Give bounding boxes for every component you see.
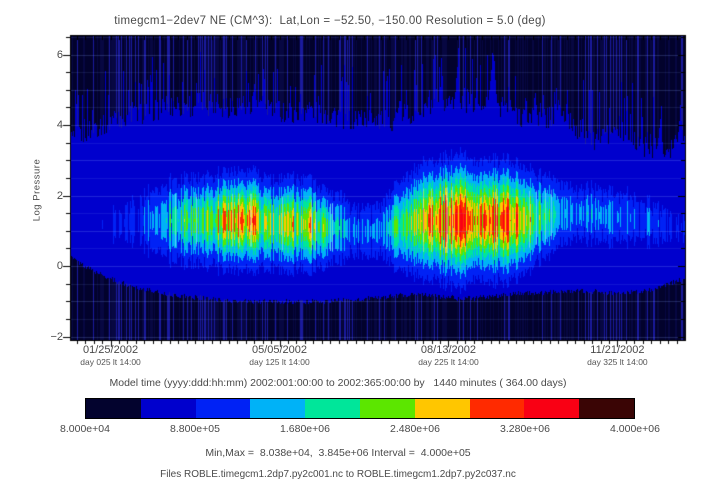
colorbar-tick-label: 4.000e+06 [610,423,660,435]
minmax-caption: Min,Max = 8.038e+04, 3.845e+06 Interval … [205,447,471,459]
model-time-caption: Model time (yyyy:ddd:hh:mm) 2002:001:00:… [109,377,567,389]
colorbar-segment [414,399,470,418]
files-caption: Files ROBLE.timegcm1.2dp7.py2c001.nc to … [160,469,516,480]
colorbar-segment [579,399,634,418]
x-axis-tick-date: 11/21/2002 [590,344,645,356]
chart-title: timegcm1−2dev7 NE (CM^3): Lat,Lon = −52.… [114,15,546,27]
y-axis-tick-label: 0 [56,260,63,272]
y-axis-tick-label: 6 [56,48,63,61]
colorbar-segment [469,399,525,418]
x-axis-tick-subtitle: day 325 lt 14:00 [587,357,648,367]
x-axis-tick-subtitle: day 225 lt 14:00 [418,357,479,367]
colorbar-tick-label: 8.800e+05 [170,423,220,435]
x-axis-tick-date: 01/25/2002 [83,344,139,356]
colorbar [85,398,635,419]
colorbar-segment [305,399,360,418]
x-axis-tick-date: 05/05/2002 [251,344,308,356]
colorbar-tick-label: 1.680e+06 [280,423,330,435]
colorbar-segment [524,399,580,418]
x-axis-tick-subtitle: day 025 lt 14:00 [80,357,141,367]
colorbar-segment [359,399,415,418]
colorbar-segment [195,399,251,418]
colorbar-tick-label: 8.000e+04 [60,423,110,435]
colorbar-tick-label: 3.280e+06 [500,423,550,435]
y-axis-tick-label: 2 [56,189,63,202]
x-axis-tick-date: 08/13/2002 [420,344,476,356]
colorbar-tick-label: 2.480e+06 [390,423,440,435]
y-axis-tick-label: 4 [56,119,63,131]
colorbar-segment [86,399,141,418]
x-axis-tick-subtitle: day 125 lt 14:00 [249,357,310,367]
colorbar-segment [250,399,306,418]
y-axis-tick-label: −2 [50,330,63,343]
colorbar-segment [140,399,196,418]
